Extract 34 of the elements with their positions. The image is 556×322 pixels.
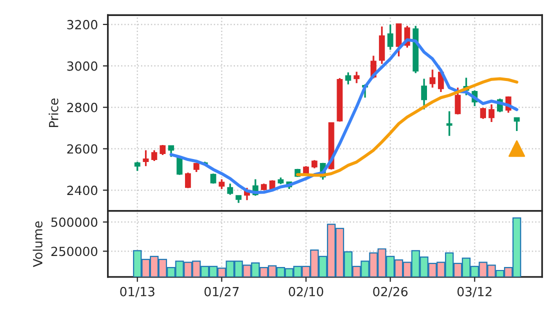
- candlestick: [488, 104, 494, 123]
- candlestick: [421, 78, 428, 110]
- candlestick: [168, 144, 174, 158]
- y-tick-label: 250000: [51, 246, 98, 256]
- y-tick-label: 3000: [67, 61, 98, 71]
- candlestick: [396, 23, 402, 58]
- x-tick-label: 03/12: [457, 286, 492, 298]
- x-tick-label: 01/27: [204, 286, 239, 298]
- candlestick: [446, 110, 452, 137]
- candlestick: [218, 178, 225, 190]
- y-tick-label: 3200: [67, 20, 98, 30]
- candlestick: [454, 86, 461, 116]
- x-tick-label: 02/10: [288, 286, 324, 298]
- candlestick: [345, 71, 352, 86]
- candlestick: [185, 172, 191, 189]
- candlestick: [514, 116, 520, 132]
- candlestick: [134, 160, 140, 172]
- candlestick: [387, 24, 394, 51]
- candlestick: [430, 68, 436, 88]
- line-series: [296, 77, 518, 177]
- candlestick: [354, 70, 360, 84]
- candlestick: [142, 149, 149, 167]
- y-tick-label: 500000: [51, 217, 98, 227]
- candlestick: [160, 144, 166, 156]
- candlestick: [151, 149, 158, 162]
- y-axis-title: Price: [48, 98, 58, 128]
- y-axis-title: Volume: [32, 221, 42, 268]
- candlestick: [227, 182, 234, 196]
- y-tick-label: 2800: [67, 102, 98, 112]
- y-tick-label: 2400: [67, 186, 98, 196]
- y-tick-label: 2600: [67, 144, 98, 154]
- x-tick-label: 02/26: [373, 286, 408, 298]
- x-tick-label: 01/13: [120, 286, 154, 298]
- candlestick: [480, 106, 486, 120]
